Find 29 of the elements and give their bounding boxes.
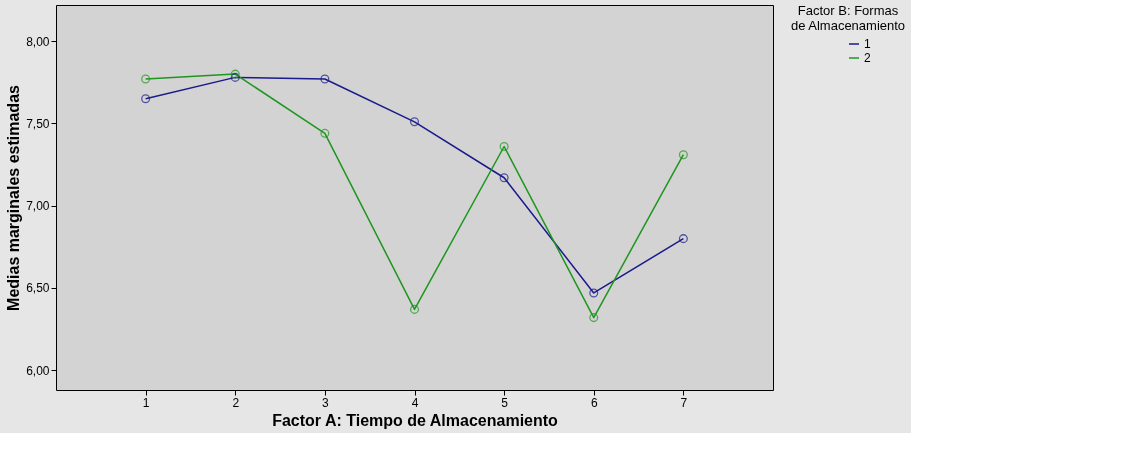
- x-tick-label: 6: [590, 395, 598, 410]
- y-tick-label: 7,00: [26, 199, 50, 214]
- legend-label: 1: [864, 37, 871, 51]
- legend-label: 2: [864, 51, 871, 65]
- point: [678, 234, 688, 244]
- point: [320, 128, 330, 138]
- x-tick-label: 3: [322, 395, 330, 410]
- x-axis-title: Factor A: Tiempo de Almacenamiento: [272, 411, 559, 429]
- x-tick-label: 4: [411, 395, 419, 410]
- point: [499, 141, 509, 152]
- y-tick-label: 7,50: [26, 116, 50, 131]
- legend-title: Factor B: Formas de Almacenamiento: [790, 3, 906, 33]
- y-tick-label: 6,50: [26, 281, 50, 296]
- point: [141, 74, 151, 84]
- y-axis-title: Medias marginales estimadas: [5, 84, 23, 311]
- point: [409, 117, 420, 127]
- x-tick-label: 1: [142, 395, 150, 410]
- x-tick-label: 7: [680, 395, 688, 410]
- point: [141, 94, 151, 104]
- point: [589, 313, 599, 323]
- point: [409, 304, 420, 314]
- point: [320, 74, 330, 84]
- x-tick-label: 2: [232, 395, 240, 410]
- x-tick-label: 5: [501, 395, 509, 410]
- point: [589, 288, 599, 298]
- y-tick-label: 6,00: [26, 363, 50, 378]
- point: [499, 173, 509, 183]
- point: [678, 150, 688, 160]
- y-tick-label: 8,00: [26, 34, 50, 49]
